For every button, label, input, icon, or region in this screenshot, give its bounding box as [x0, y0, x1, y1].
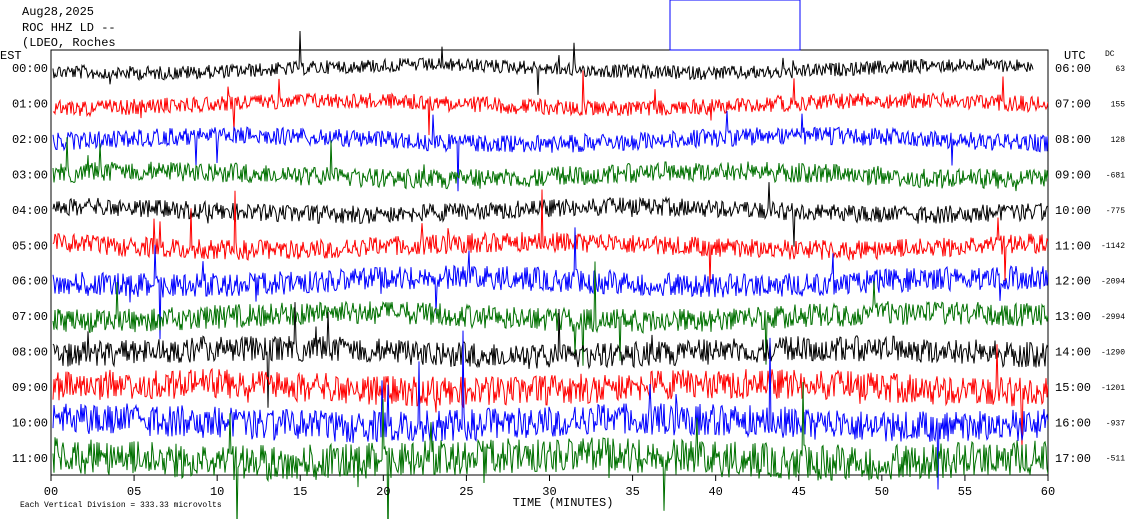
trace — [52, 182, 1048, 247]
dc-value: -2994 — [1101, 313, 1125, 322]
dc-value: -2094 — [1101, 278, 1125, 287]
dc-value: -681 — [1106, 171, 1125, 180]
utc-label: 08:00 — [1055, 133, 1091, 147]
utc-label: 16:00 — [1055, 416, 1091, 430]
x-tick-label: 25 — [459, 485, 473, 499]
trace — [52, 70, 1048, 136]
dc-value: 128 — [1111, 136, 1126, 145]
right-axis-title: UTC — [1064, 49, 1086, 63]
trace — [52, 30, 1034, 95]
est-label: 05:00 — [12, 239, 48, 253]
utc-label: 12:00 — [1055, 275, 1091, 289]
est-label: 11:00 — [12, 452, 48, 466]
est-label: 06:00 — [12, 275, 48, 289]
est-label: 08:00 — [12, 346, 48, 360]
x-tick-label: 40 — [708, 485, 722, 499]
network: (LDEO, Roches — [22, 36, 116, 50]
x-tick-label: 10 — [210, 485, 224, 499]
left-axis-title: EST — [0, 49, 22, 63]
dc-value: -1290 — [1101, 348, 1125, 357]
x-tick-label: 55 — [958, 485, 972, 499]
est-label: 07:00 — [12, 310, 48, 324]
trace — [52, 330, 1048, 490]
trace — [52, 344, 1048, 451]
utc-label: 07:00 — [1055, 98, 1091, 112]
x-tick-label: 15 — [293, 485, 307, 499]
utc-label: 14:00 — [1055, 346, 1091, 360]
trace — [52, 302, 1048, 408]
date: Aug28,2025 — [22, 5, 94, 19]
dc-value: 63 — [1115, 65, 1125, 74]
est-label: 02:00 — [12, 133, 48, 147]
est-label: 03:00 — [12, 168, 48, 182]
x-tick-label: 50 — [875, 485, 889, 499]
trace — [52, 189, 1048, 287]
est-label: 10:00 — [12, 416, 48, 430]
utc-label: 15:00 — [1055, 381, 1091, 395]
utc-label: 11:00 — [1055, 239, 1091, 253]
est-label: 04:00 — [12, 204, 48, 218]
utc-label: 06:00 — [1055, 62, 1091, 76]
utc-label: 10:00 — [1055, 204, 1091, 218]
utc-label: 13:00 — [1055, 310, 1091, 324]
x-tick-label: 30 — [542, 485, 556, 499]
x-tick-label: 35 — [625, 485, 639, 499]
overflow-box — [669, 0, 801, 51]
x-axis-title: TIME (MINUTES) — [513, 496, 614, 510]
est-label: 09:00 — [12, 381, 48, 395]
dc-value: -1201 — [1101, 384, 1125, 393]
footer: Each Vertical Division = 333.33 microvol… — [20, 501, 222, 510]
trace — [52, 261, 1048, 366]
trace — [52, 110, 1048, 192]
dc-value: 155 — [1111, 101, 1126, 110]
est-label: 00:00 — [12, 62, 48, 76]
utc-label: 09:00 — [1055, 168, 1091, 182]
utc-label: 17:00 — [1055, 452, 1091, 466]
x-tick-label: 45 — [792, 485, 806, 499]
x-tick-label: 60 — [1041, 485, 1055, 499]
dc-value: -511 — [1106, 455, 1125, 464]
trace — [52, 137, 1048, 192]
traces — [52, 30, 1048, 519]
x-tick-label: 00 — [44, 485, 58, 499]
trace — [52, 227, 1048, 340]
trace — [52, 381, 1048, 519]
dc-value: -937 — [1106, 419, 1125, 428]
dc-value: -1142 — [1101, 242, 1125, 251]
x-tick-label: 05 — [127, 485, 141, 499]
station: ROC HHZ LD -- — [22, 21, 116, 35]
x-tick-label: 20 — [376, 485, 390, 499]
est-label: 01:00 — [12, 98, 48, 112]
dc-value: -775 — [1106, 207, 1125, 216]
dc-title: DC — [1105, 50, 1115, 59]
